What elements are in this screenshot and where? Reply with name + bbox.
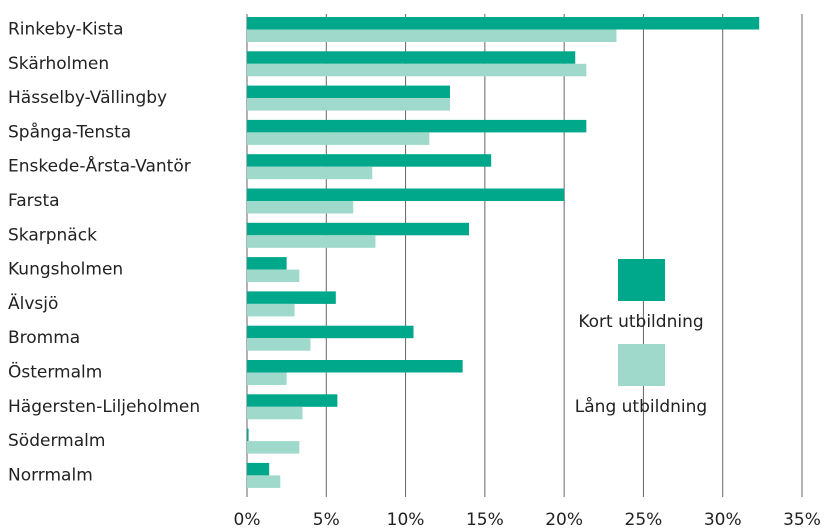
category-label: Skarpnäck	[8, 225, 97, 245]
x-tick-label: 0%	[234, 510, 261, 530]
x-tick-label: 20%	[545, 510, 583, 530]
category-label: Rinkeby-Kista	[8, 20, 124, 40]
bar	[247, 475, 281, 488]
bar	[247, 269, 300, 283]
bar	[247, 132, 430, 145]
x-tick-label: 10%	[387, 510, 425, 530]
category-label: Östermalm	[8, 361, 102, 383]
bar	[247, 257, 287, 270]
bar	[247, 428, 249, 442]
bar	[247, 98, 450, 111]
legend-swatch	[618, 259, 665, 301]
category-label: Hässelby-Vällingby	[8, 88, 167, 108]
x-tick-label: 5%	[313, 510, 340, 530]
x-tick-label: 15%	[466, 510, 504, 530]
legend-label: Lång utbildning	[575, 396, 707, 417]
bar	[247, 394, 338, 407]
legend-label: Kort utbildning	[578, 312, 703, 332]
category-label: Bromma	[8, 328, 80, 348]
bar	[247, 441, 300, 454]
bar	[247, 235, 376, 248]
bar	[247, 222, 469, 236]
bar	[247, 338, 311, 351]
category-label: Spånga-Tensta	[8, 121, 131, 142]
category-label: Älvsjö	[8, 293, 58, 314]
bar	[247, 154, 492, 167]
x-tick-label: 30%	[704, 510, 742, 530]
bar	[247, 291, 336, 304]
bar	[247, 406, 303, 420]
bar	[247, 188, 565, 201]
bar	[247, 166, 373, 180]
category-label: Skärholmen	[8, 54, 109, 74]
category-label: Kungsholmen	[8, 260, 123, 280]
category-label: Farsta	[8, 191, 60, 211]
legend-swatch	[618, 344, 665, 386]
category-label: Norrmalm	[8, 465, 93, 485]
bar	[247, 372, 287, 385]
x-tick-label: 35%	[783, 510, 821, 530]
bar	[247, 17, 760, 30]
category-label: Hägersten-Liljeholmen	[8, 397, 200, 417]
bar	[247, 51, 576, 64]
bar	[247, 462, 270, 476]
bar	[247, 85, 450, 99]
bar	[247, 29, 617, 42]
bar	[247, 303, 295, 317]
bar	[247, 63, 587, 77]
bar	[247, 119, 587, 133]
bar	[247, 360, 463, 373]
bar	[247, 325, 414, 339]
x-tick-label: 25%	[625, 510, 663, 530]
bar	[247, 201, 354, 214]
category-label: Enskede-Årsta-Vantör	[8, 155, 191, 177]
category-label: Södermalm	[8, 431, 105, 451]
